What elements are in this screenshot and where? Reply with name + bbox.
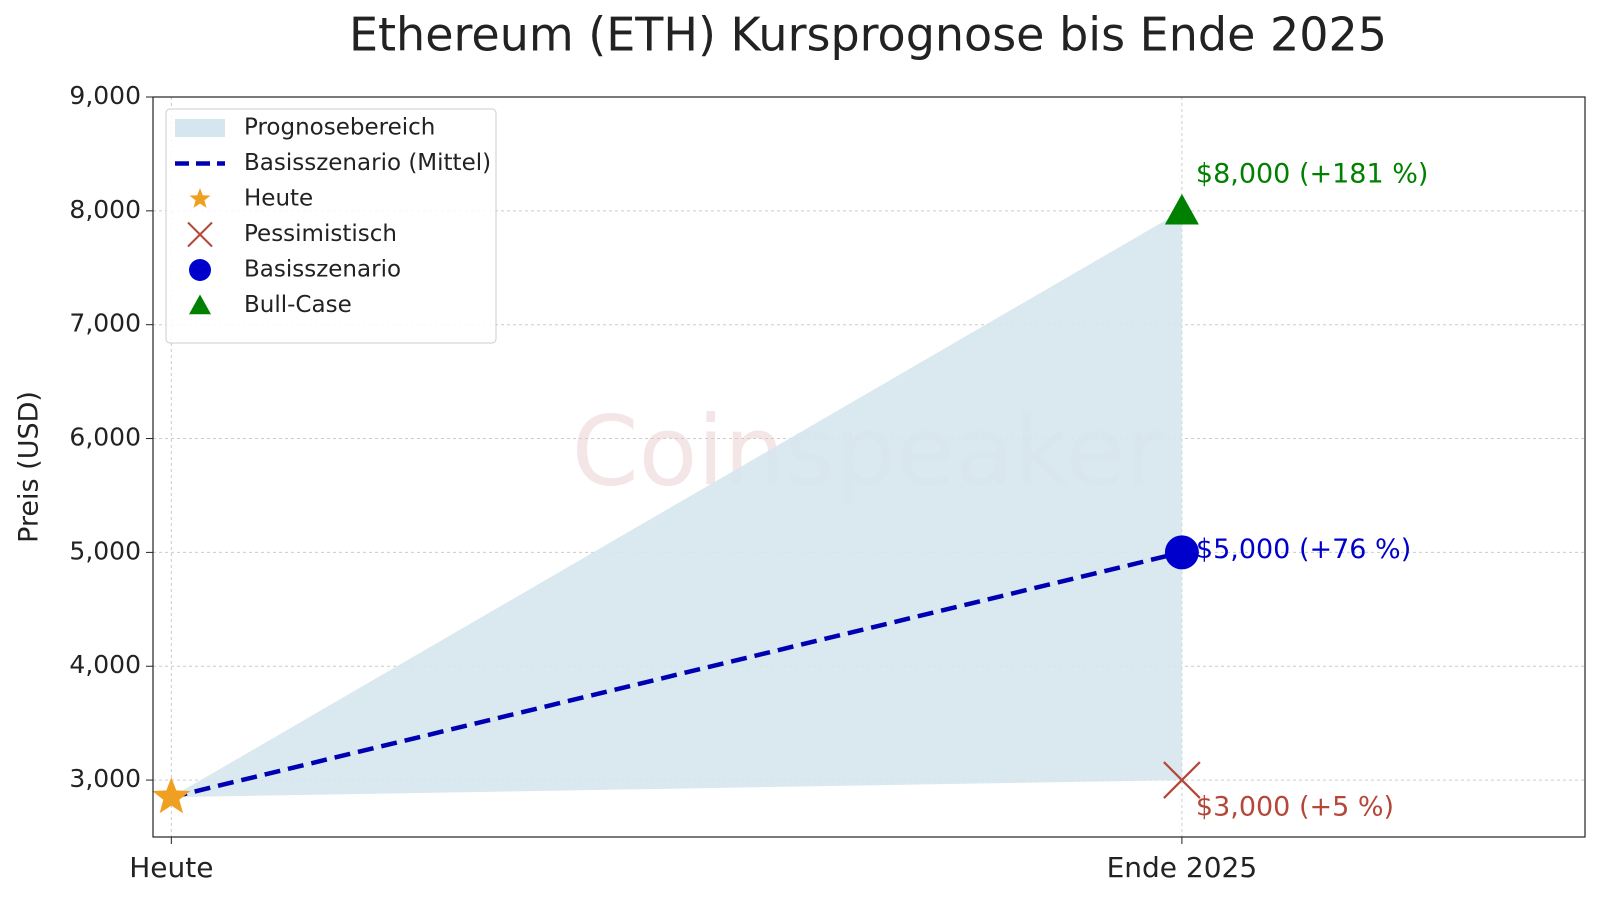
legend-swatch <box>175 119 225 137</box>
y-tick-label: 8,000 <box>69 195 141 224</box>
legend-swatch <box>189 259 211 281</box>
value-label: $8,000 (+181 %) <box>1196 158 1429 189</box>
y-tick-label: 5,000 <box>69 536 141 565</box>
marker-star <box>152 777 191 814</box>
y-tick-label: 6,000 <box>69 423 141 452</box>
marker-circle <box>1164 535 1199 570</box>
legend-label: Heute <box>244 186 313 212</box>
base-line <box>170 550 1183 800</box>
y-tick-label: 3,000 <box>69 764 141 793</box>
legend-swatch <box>187 221 213 248</box>
legend-swatch <box>189 188 211 208</box>
chart-title: Ethereum (ETH) Kursprognose bis Ende 202… <box>349 8 1387 62</box>
legend-label: Pessimistisch <box>244 221 397 247</box>
legend-swatch <box>189 294 211 315</box>
legend: Prognosebereich Basisszenario (Mittel) Heu… <box>165 108 497 344</box>
legend-label: Basisszenario (Mittel) <box>244 150 491 176</box>
y-axis-label: Preis (USD) <box>14 391 45 543</box>
legend-label: Bull-Case <box>244 292 352 318</box>
y-tick-label: 9,000 <box>69 81 141 110</box>
y-tick-label: 7,000 <box>69 309 141 338</box>
marker-x <box>1163 761 1201 799</box>
x-tick-label: Heute <box>129 851 213 884</box>
legend-label: Basisszenario <box>244 257 401 283</box>
forecast-band <box>171 210 1182 798</box>
plot-frame <box>152 96 1586 838</box>
marker-triangle <box>1164 193 1199 225</box>
y-tick-label: 4,000 <box>69 650 141 679</box>
value-label: $5,000 (+76 %) <box>1196 534 1411 565</box>
x-tick-label: Ende 2025 <box>1107 851 1258 884</box>
legend-box <box>165 108 497 344</box>
value-label: $3,000 (+5 %) <box>1196 792 1394 823</box>
legend-label: Prognosebereich <box>244 115 435 141</box>
